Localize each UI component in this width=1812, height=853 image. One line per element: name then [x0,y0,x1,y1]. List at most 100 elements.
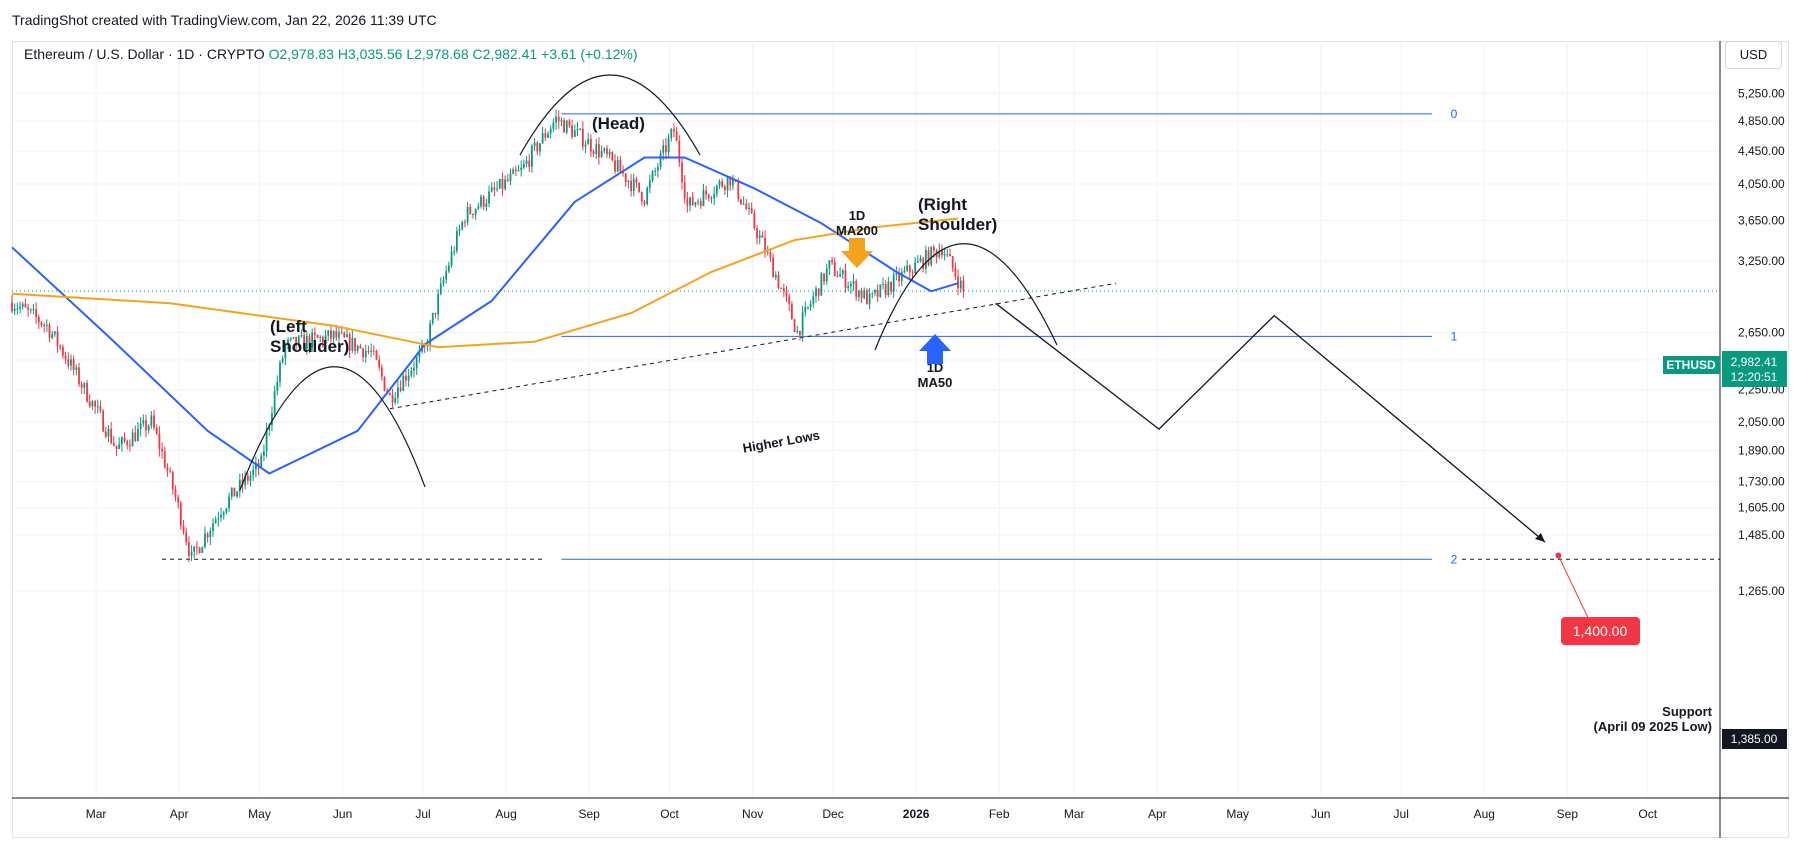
candle-body [91,401,94,407]
candle-body [635,178,638,183]
currency-button[interactable]: USD [1725,41,1782,69]
fib-level-label: 1 [1451,329,1458,343]
candle-body [338,332,340,338]
target-price-label: 1,400.00 [1573,623,1628,639]
time-tick-label: Oct [660,807,679,821]
candle-body [48,324,51,338]
ma50-arrow-icon [919,334,951,364]
candle-body [598,144,600,157]
head-arc [519,74,701,156]
candle-body [56,331,59,346]
price-tick-label: 1,265.00 [1738,584,1785,598]
candle-body [429,323,431,346]
candle-body [579,128,582,130]
candle-body [916,261,919,263]
candle-body [745,203,748,210]
candle-body [153,415,155,428]
candle-body [319,336,322,338]
candle-body [120,437,123,445]
candle-body [606,148,608,155]
head-label: (Head) [592,114,645,133]
time-tick-label: Aug [1474,807,1495,821]
ma200-label-2: MA200 [836,223,878,238]
close-value: C2,982.41 [472,46,538,62]
candle-body [938,250,941,258]
candle-body [447,265,450,272]
candle-body [437,293,440,315]
candle-body [64,355,67,360]
candle-body [102,410,105,432]
candle-body [622,171,624,174]
higher-lows-label: Higher Lows [742,427,821,455]
candle-body [866,290,868,305]
candle-body [780,287,783,289]
left-shoulder-label-2: Shoulder) [270,337,349,356]
candle-body [332,331,335,339]
time-tick-label: Sep [578,807,600,821]
candle-body [906,265,909,271]
candle-body [289,338,292,340]
candle-body [228,496,230,509]
candle-body [849,284,852,287]
chart-panel[interactable] [12,41,1789,838]
candle-body [279,362,281,382]
candle-body [592,151,595,154]
candle-body [726,177,729,191]
candle-body [713,193,716,199]
candle-body [681,162,683,183]
candle-body [723,186,726,191]
candle-body [324,335,327,343]
candle-body [472,213,474,216]
candle-body [807,306,809,308]
candle-body [388,393,391,396]
candle-body [351,338,354,351]
candle-body [707,194,710,199]
candle-body [820,273,823,296]
candle-body [568,120,571,126]
current-price-label: 2,982.41 [1731,355,1778,369]
candle-body [236,491,239,497]
candle-body [362,348,364,358]
candle-body [383,376,386,391]
price-tick-label: 1,485.00 [1738,528,1785,542]
candle-body [941,250,943,256]
candle-body [370,350,373,352]
candle-body [946,254,949,256]
candle-body [857,290,860,297]
candle-body [163,451,166,468]
candle-body [442,279,445,284]
candle-body [466,206,469,223]
candle-body [397,387,399,398]
candle-body [887,281,890,296]
candle-body [45,324,48,326]
left-shoulder-label-1: (Left [270,317,307,336]
projection-arrowhead [1534,533,1545,543]
candle-body [364,350,367,358]
candle-body [145,420,147,431]
candle-body [648,180,651,188]
candle-body [399,387,402,391]
candle-body [378,359,381,368]
candle-body [217,517,220,520]
candle-body [930,246,933,265]
candle-body [51,334,54,338]
candle-body [817,288,820,296]
candle-body [619,160,622,172]
candle-body [514,169,517,172]
candle-body [139,423,142,429]
candle-body [796,331,799,333]
candle-body [348,334,351,351]
candle-body [740,199,742,204]
candle-body [311,332,314,348]
candle-body [868,293,871,305]
candles [11,109,965,563]
candle-body [785,290,788,297]
candle-body [809,303,812,307]
candle-body [673,129,675,132]
candle-body [836,276,839,278]
candle-body [354,338,356,351]
candle-body [445,271,448,280]
candle-body [458,229,461,232]
candle-body [799,331,801,336]
